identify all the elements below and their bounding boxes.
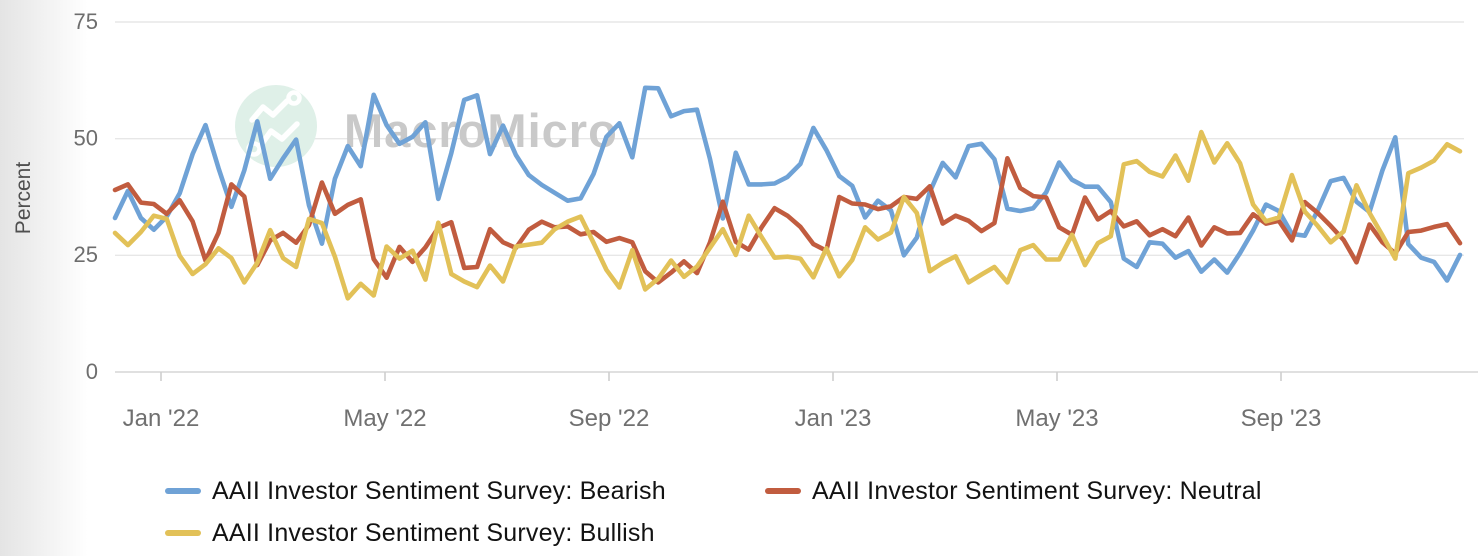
line-chart-icon	[249, 98, 290, 123]
y-tick-label: 0	[86, 359, 98, 384]
legend-item-neutral[interactable]: AAII Investor Sentiment Survey: Neutral	[765, 477, 1262, 506]
legend-row: AAII Investor Sentiment Survey: Bullish	[165, 512, 1262, 554]
legend-item-bearish[interactable]: AAII Investor Sentiment Survey: Bearish	[165, 477, 765, 506]
legend-label-neutral: AAII Investor Sentiment Survey: Neutral	[812, 476, 1262, 505]
legend: AAII Investor Sentiment Survey: Bearish …	[165, 470, 1262, 554]
x-tick-label: Sep '23	[1241, 405, 1322, 432]
y-tick-label: 25	[74, 242, 98, 267]
legend-row: AAII Investor Sentiment Survey: Bearish …	[165, 470, 1262, 512]
series-line-neutral[interactable]	[112, 156, 1463, 285]
line-chart-icon-dot	[286, 90, 302, 106]
legend-item-bullish[interactable]: AAII Investor Sentiment Survey: Bullish	[165, 519, 765, 548]
x-tick-label: Jan '23	[795, 405, 872, 432]
x-tick-label: May '23	[1015, 405, 1098, 432]
y-axis-title: Percent	[12, 162, 35, 235]
y-tick-label: 50	[74, 126, 98, 151]
y-tick-label: 75	[74, 9, 98, 34]
legend-swatch-bullish	[165, 530, 201, 536]
legend-swatch-neutral	[765, 488, 801, 494]
legend-swatch-bearish	[165, 488, 201, 494]
series-line-bearish[interactable]	[112, 85, 1463, 283]
x-tick-label: Sep '22	[569, 405, 650, 432]
legend-label-bearish: AAII Investor Sentiment Survey: Bearish	[212, 476, 666, 505]
legend-label-bullish: AAII Investor Sentiment Survey: Bullish	[212, 518, 655, 547]
series-line-bullish[interactable]	[112, 129, 1463, 301]
x-tick-label: Jan '22	[123, 405, 200, 432]
line-chart-icon	[258, 121, 300, 148]
x-tick-label: May '22	[343, 405, 426, 432]
